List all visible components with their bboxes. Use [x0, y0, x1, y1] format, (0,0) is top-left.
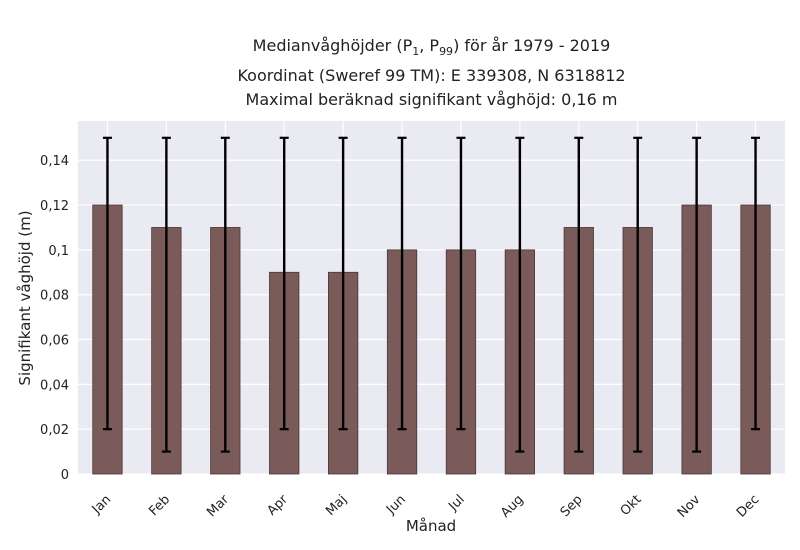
y-tick-label: 0,02: [40, 423, 69, 438]
y-tick-label: 0,06: [40, 334, 69, 349]
plot-area: [78, 121, 785, 474]
y-tick-label: 0,08: [40, 289, 69, 304]
x-tick-label: Sep: [558, 492, 586, 520]
y-axis-label: Signifikant våghöjd (m): [16, 210, 34, 385]
y-tick-label: 0,1: [48, 244, 69, 259]
x-tick-label: Okt: [618, 492, 645, 519]
x-tick-label: Maj: [323, 492, 350, 519]
title-line-2: Koordinat (Sweref 99 TM): E 339308, N 63…: [237, 66, 626, 86]
x-tick-label: Feb: [146, 492, 173, 519]
y-tick-label: 0,14: [40, 154, 69, 169]
title-line-3: Maximal beräknad signifikant våghöjd: 0,…: [245, 90, 618, 110]
title-line-1: Medianvåghöjder (P1, P99) för år 1979 - …: [252, 36, 611, 59]
x-tick-label: Apr: [265, 492, 292, 519]
chart-title: Medianvåghöjder (P1, P99) för år 1979 - …: [80, 34, 783, 112]
y-tick-label: 0,12: [40, 199, 69, 214]
x-tick-label: Dec: [734, 492, 762, 520]
x-axis-label: Månad: [406, 517, 456, 535]
y-tick-labels: 0 0,02 0,04 0,06 0,08 0,1 0,12 0,14: [40, 154, 69, 483]
x-tick-label: Mar: [204, 492, 232, 520]
x-tick-label: Jan: [89, 492, 114, 517]
x-tick-label: Jul: [445, 492, 467, 514]
x-tick-label: Nov: [675, 492, 704, 521]
y-tick-label: 0: [61, 468, 69, 483]
error-bars: [102, 136, 761, 453]
x-tick-label: Jun: [383, 492, 409, 518]
y-tick-label: 0,04: [40, 378, 69, 393]
x-tick-label: Aug: [498, 492, 527, 521]
